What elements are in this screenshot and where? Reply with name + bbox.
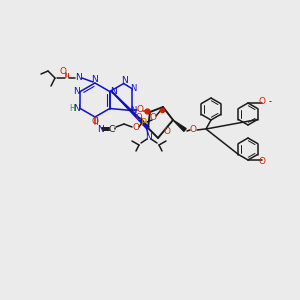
Text: N: N bbox=[130, 84, 137, 93]
Text: N: N bbox=[92, 74, 98, 83]
Text: N: N bbox=[97, 124, 104, 134]
Polygon shape bbox=[112, 92, 149, 129]
Text: N: N bbox=[110, 87, 117, 96]
Text: N: N bbox=[121, 76, 128, 85]
Text: N: N bbox=[130, 106, 137, 115]
Text: N: N bbox=[73, 87, 80, 96]
Text: N: N bbox=[73, 104, 80, 113]
Text: P: P bbox=[141, 118, 147, 128]
Text: -: - bbox=[268, 98, 272, 106]
Text: N: N bbox=[146, 133, 152, 142]
Text: H: H bbox=[69, 104, 75, 113]
Text: N: N bbox=[76, 74, 82, 82]
Text: O: O bbox=[259, 157, 266, 166]
Text: O: O bbox=[136, 112, 142, 122]
Text: C: C bbox=[109, 124, 115, 134]
Text: O: O bbox=[133, 122, 140, 131]
Text: O: O bbox=[190, 125, 196, 134]
Text: O: O bbox=[164, 128, 171, 136]
Text: O: O bbox=[259, 98, 266, 106]
Polygon shape bbox=[173, 120, 186, 131]
Text: O: O bbox=[149, 113, 157, 122]
Text: O: O bbox=[92, 118, 98, 127]
Text: O: O bbox=[136, 106, 143, 115]
Text: O: O bbox=[59, 68, 67, 76]
